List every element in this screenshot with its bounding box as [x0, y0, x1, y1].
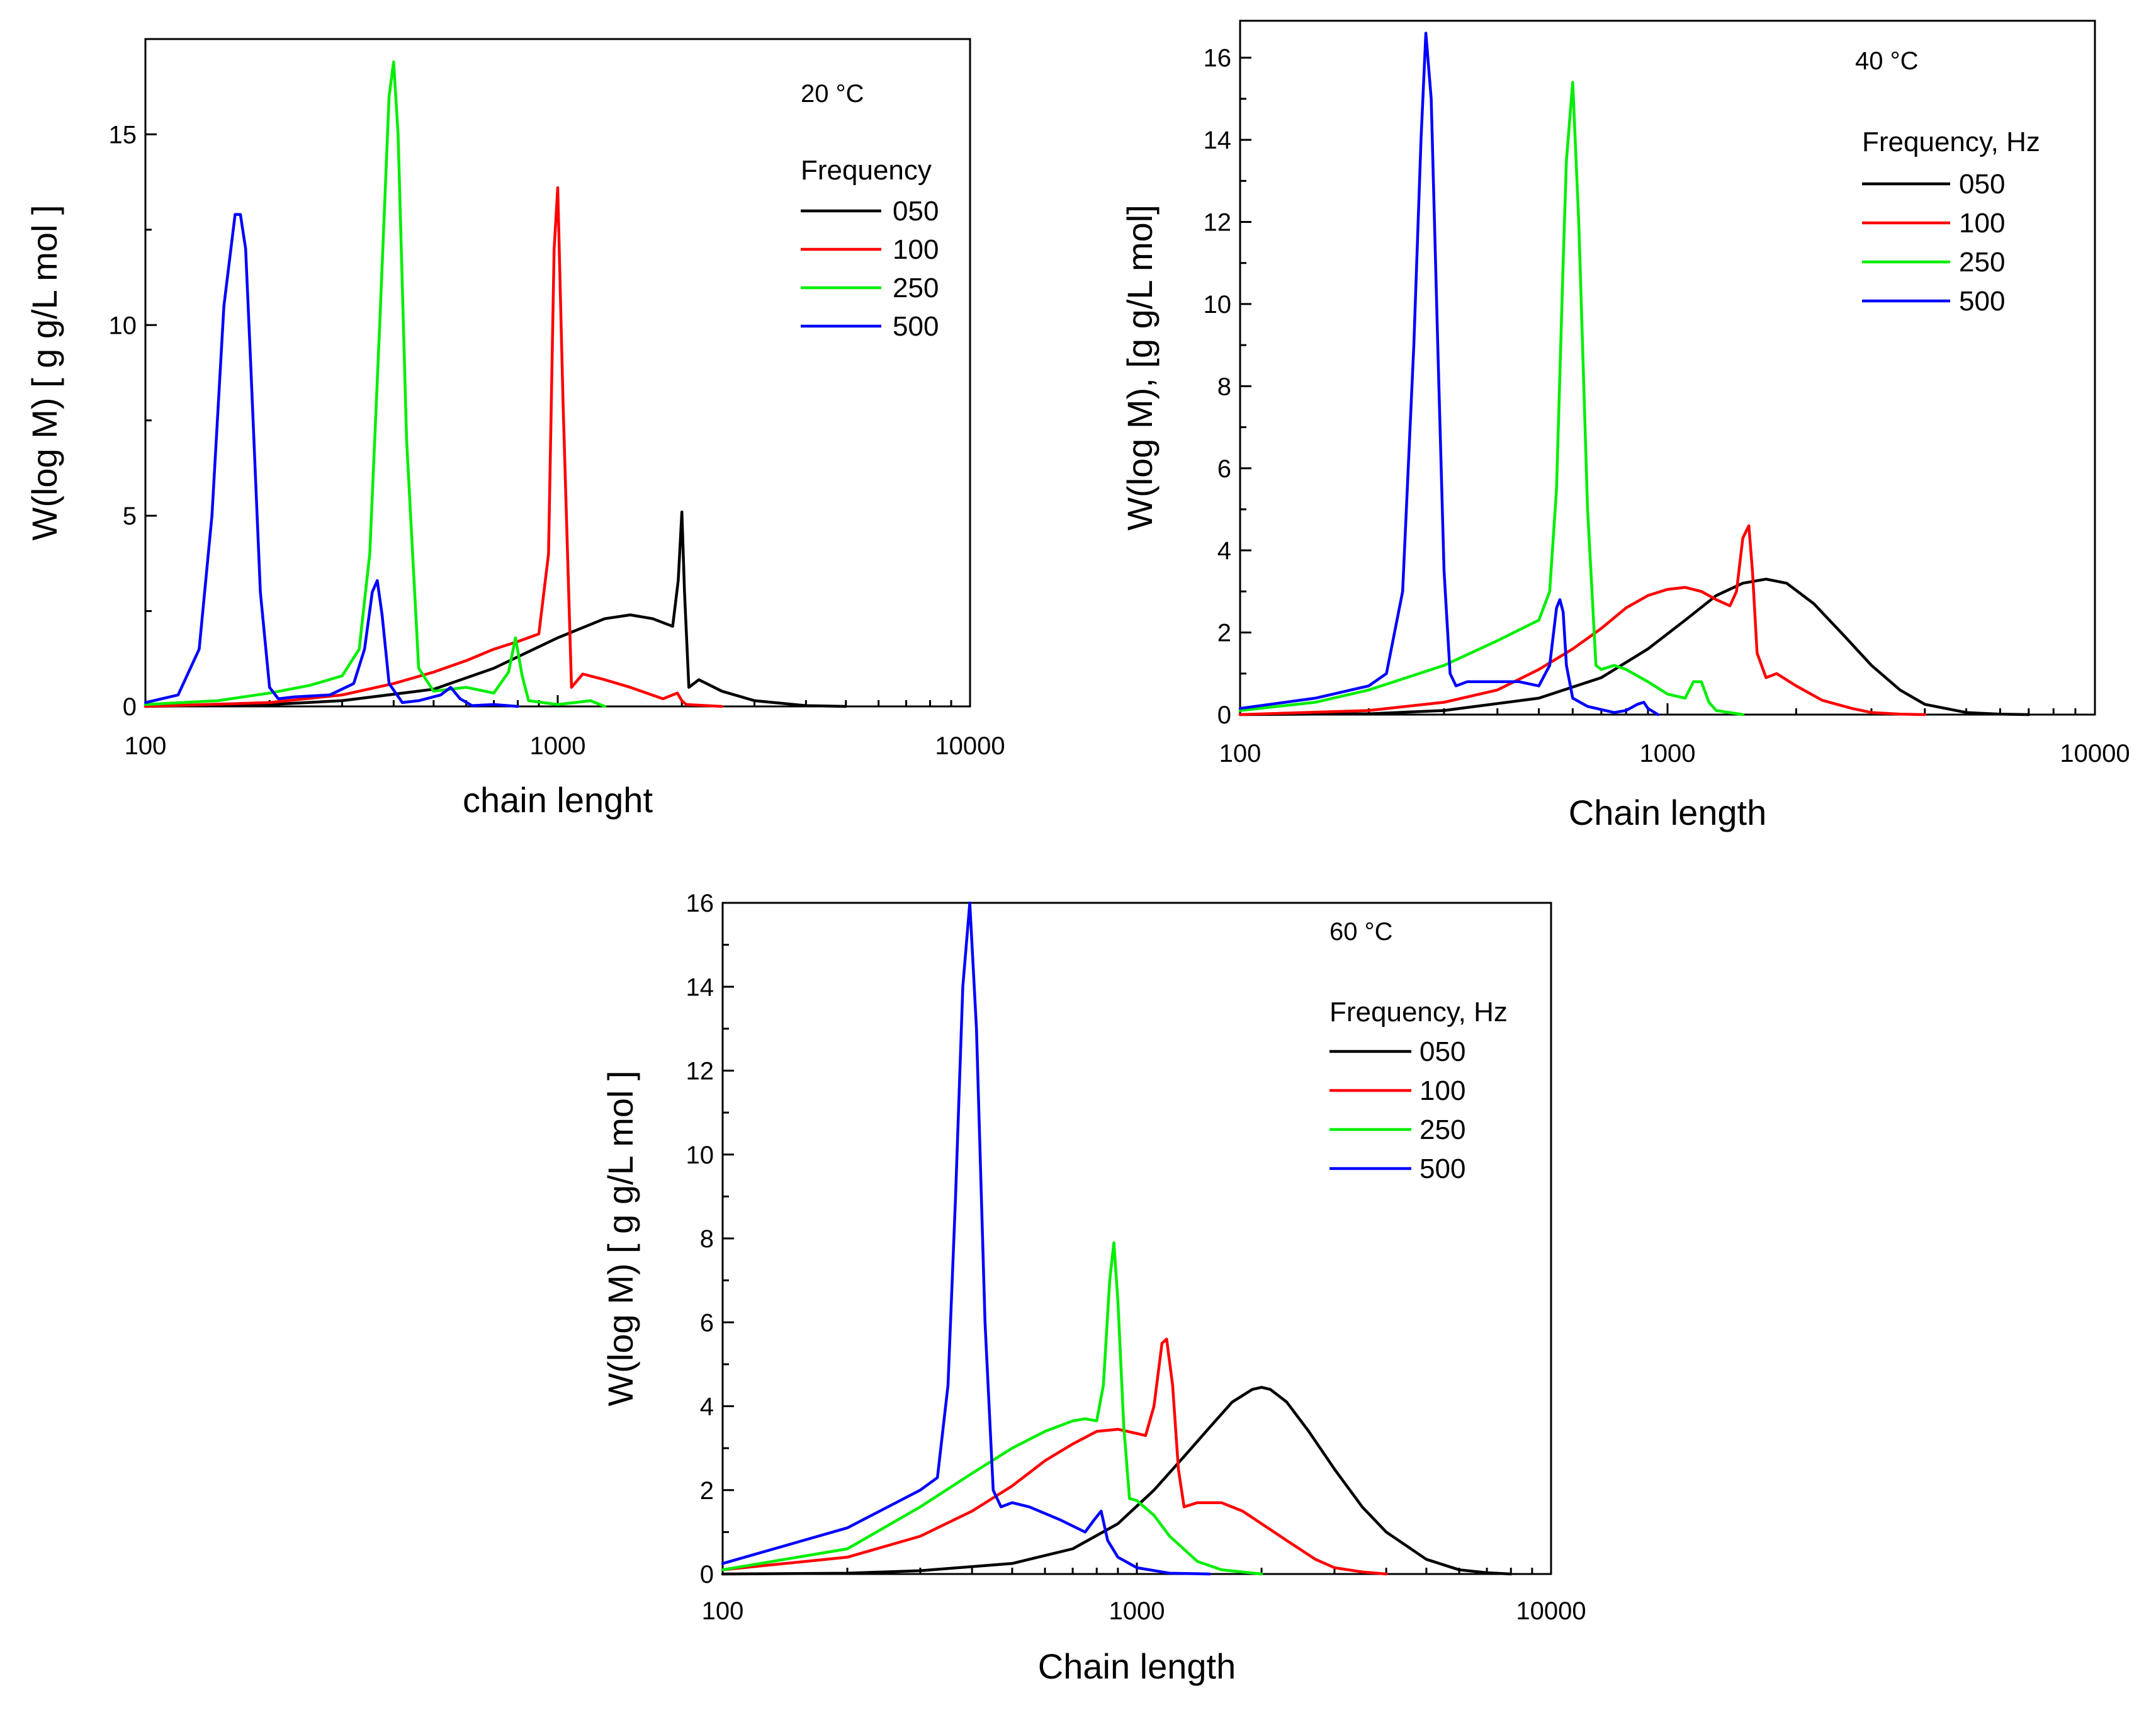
- y-tick-label: 16: [1204, 45, 1232, 72]
- legend-label-050: 050: [1959, 169, 2005, 200]
- series-250-line: [721, 1241, 1263, 1576]
- legend-label-100: 100: [1419, 1075, 1465, 1106]
- y-tick-label: 15: [109, 121, 137, 149]
- panel-3: 0 2 4 6 8 10 12 14 16 100 1000 10000 Chain length W(l…: [601, 890, 1586, 1686]
- x-tick-label: 100: [125, 732, 167, 760]
- y-tick-label: 0: [700, 1561, 714, 1588]
- y-tick-label: 4: [700, 1393, 714, 1421]
- series-500-line: [144, 213, 519, 708]
- y-axis-title: W(log M) [ g g/L mol ]: [601, 1070, 640, 1406]
- legend: Frequency, Hz 050 100 250 500: [1329, 997, 1508, 1184]
- legend-label-250: 250: [1959, 247, 2005, 278]
- x-tick-label: 1000: [1640, 740, 1696, 767]
- y-tick-label: 6: [700, 1309, 714, 1337]
- y-tick-label: 10: [1204, 291, 1232, 319]
- legend-label-500: 500: [1419, 1153, 1465, 1184]
- series-050-line: [1238, 577, 2031, 716]
- series-500-line: [721, 901, 1212, 1576]
- y-tick-label: 14: [686, 973, 714, 1001]
- y-axis-title: W(log M) [ g g/L mol ]: [25, 205, 64, 540]
- plot-frame: [1239, 20, 2096, 716]
- legend-label-050: 050: [893, 196, 939, 227]
- legend-label-500: 500: [893, 311, 939, 342]
- y-tick-label: 6: [1217, 455, 1231, 483]
- y-tick-label: 2: [1217, 620, 1231, 647]
- series-100-line: [144, 186, 723, 708]
- y-tick-label: 0: [1217, 701, 1231, 729]
- legend-title: Frequency, Hz: [1862, 127, 2040, 157]
- series-500-line: [1238, 31, 1660, 716]
- y-tick-label: 2: [700, 1477, 714, 1505]
- x-tick-label: 1000: [1109, 1597, 1165, 1625]
- x-axis-title: chain lenght: [463, 780, 653, 820]
- y-tick-label: 16: [686, 890, 714, 917]
- series-050-line: [721, 1386, 1513, 1576]
- legend-label-100: 100: [893, 234, 939, 265]
- legend: Frequency 050 100 250 500: [801, 155, 939, 342]
- x-tick-label: 100: [702, 1597, 744, 1625]
- x-tick-label: 10000: [935, 732, 1005, 760]
- legend-label-100: 100: [1959, 208, 2005, 239]
- series-100-line: [721, 1337, 1388, 1576]
- x-tick-label: 1000: [530, 732, 586, 760]
- legend: Frequency, Hz 050 100 250 500: [1862, 127, 2040, 317]
- y-tick-label: 8: [700, 1225, 714, 1253]
- y-tick-label: 14: [1204, 127, 1232, 154]
- y-tick-label: 5: [123, 502, 137, 530]
- plot-frame: [144, 38, 971, 708]
- legend-label-250: 250: [1419, 1114, 1465, 1145]
- legend-label-500: 500: [1959, 286, 2005, 317]
- y-tick-label: 0: [123, 693, 137, 721]
- y-tick-label: 12: [686, 1058, 714, 1085]
- legend-title: Frequency, Hz: [1329, 997, 1508, 1028]
- legend-label-050: 050: [1419, 1036, 1465, 1067]
- y-tick-label: 4: [1217, 537, 1231, 565]
- y-tick-label: 10: [686, 1141, 714, 1169]
- x-axis-title: Chain length: [1038, 1646, 1236, 1686]
- panel-2: 0 2 4 6 8 10 12 14 16 100 1000 10000 Chain length W(l…: [1120, 20, 2130, 832]
- x-axis-title: Chain length: [1569, 793, 1766, 832]
- x-tick-label: 100: [1219, 740, 1261, 767]
- y-axis-title: W(log M), [g g/L mol]: [1120, 205, 1160, 531]
- legend-title: Frequency: [801, 155, 932, 186]
- temperature-annotation: 20 °C: [801, 80, 864, 108]
- temperature-annotation: 60 °C: [1329, 918, 1393, 946]
- x-tick-label: 10000: [2060, 740, 2130, 767]
- series-050-line: [144, 510, 848, 708]
- series-100-line: [1238, 524, 1927, 716]
- temperature-annotation: 40 °C: [1855, 47, 1919, 75]
- legend-label-250: 250: [893, 273, 939, 303]
- panel-1: 0 5 10 15 100 1000 10000 chain lenght W(log M) […: [25, 38, 1005, 820]
- series-250-line: [1238, 81, 1744, 716]
- y-tick-label: 10: [109, 312, 137, 339]
- x-tick-label: 10000: [1516, 1597, 1586, 1625]
- y-tick-label: 8: [1217, 373, 1231, 400]
- series-250-line: [144, 60, 606, 708]
- y-tick-label: 12: [1204, 209, 1232, 237]
